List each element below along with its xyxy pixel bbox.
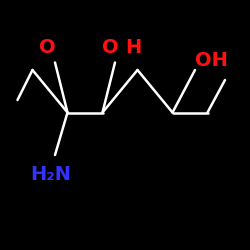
Text: O: O	[39, 38, 56, 57]
Text: H: H	[125, 38, 141, 57]
Text: O: O	[102, 38, 118, 57]
Text: H₂N: H₂N	[30, 166, 71, 184]
Text: OH: OH	[195, 50, 228, 70]
